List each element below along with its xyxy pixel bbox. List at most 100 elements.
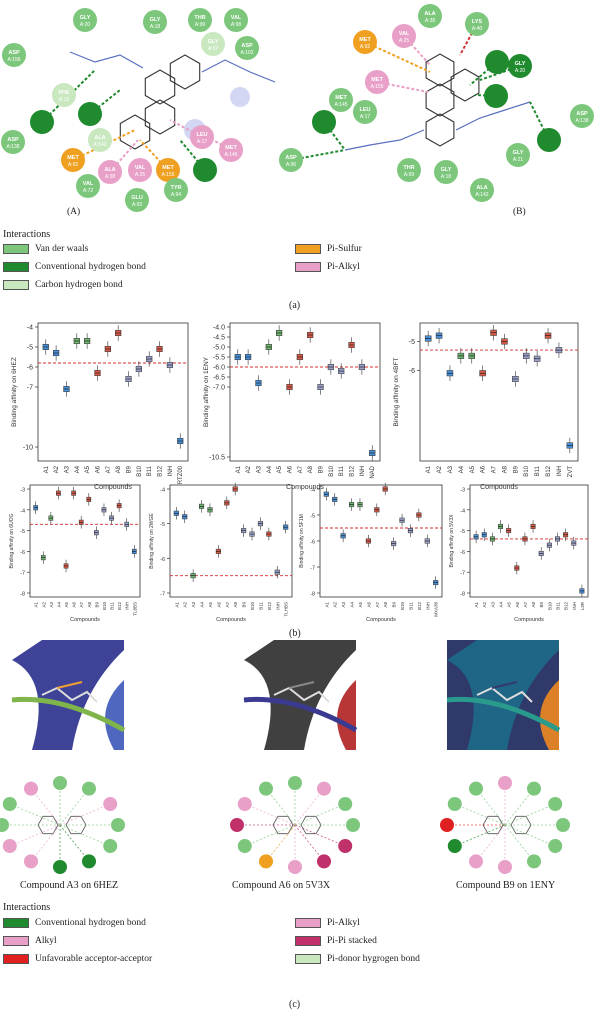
legend-c: Conventional hydrogen bond Alkyl Unfavor… (3, 918, 593, 974)
complex-3d-view-3 (446, 640, 561, 750)
legend-item-vdw: Van der waals (3, 244, 88, 254)
x-tick-label: A6 (366, 602, 371, 608)
x-tick-label: A4 (350, 602, 355, 608)
boxplot-4BFT: -5 -6 Binding affinity on 4BFT A1 A2 A3 A4 A5 A6… (393, 322, 579, 491)
map-interaction (294, 803, 346, 826)
ligand-bond (56, 681, 83, 689)
y-tick-label: -5.5 (213, 355, 225, 362)
ligand-chain (69, 51, 144, 69)
ligand-stick (41, 686, 98, 703)
ligand-ring (144, 69, 176, 105)
legend-item-pi-pi: Pi-Pi stacked (295, 936, 377, 946)
x-tick-label: INH (572, 602, 577, 610)
map-interaction (294, 824, 346, 847)
legend-item-hbond-c: Conventional hydrogen bond (3, 918, 146, 928)
residue-id: A:25 (135, 172, 146, 178)
residue-disc (78, 102, 102, 126)
map-residue (237, 839, 252, 853)
y-tick-label: -6 (460, 550, 465, 556)
x-tick-label: A5 (507, 602, 512, 608)
x-tick-label: RTZ00 (178, 465, 184, 484)
x-tick-label: A1 (426, 465, 432, 473)
residue-disc (143, 10, 167, 34)
x-tick-label: B9 (127, 465, 133, 473)
protein-ribbon (337, 680, 356, 750)
complex-views (0, 640, 570, 874)
x-tick-label: B11 (535, 465, 541, 476)
map-residue (103, 839, 118, 853)
residue-name: MET (371, 77, 383, 83)
left-residue (30, 110, 54, 134)
residue-name: ALA (476, 185, 487, 191)
y-tick-label: -6 (160, 557, 165, 563)
x-tick-label: A6 (287, 465, 293, 473)
x-tick-label: A2 (54, 465, 60, 473)
residue-disc (485, 50, 509, 74)
x-tick-label: A8 (116, 465, 122, 473)
residue-disc (128, 158, 152, 182)
residue-disc (353, 30, 377, 54)
x-axis-label: Compounds (216, 617, 246, 623)
residue-disc (353, 100, 377, 124)
map-interaction (454, 824, 506, 847)
x-tick-label: INH (168, 466, 174, 476)
map-residue (338, 797, 353, 811)
x-tick-label: TL8BS (132, 602, 137, 616)
x-tick-label: B10 (137, 465, 143, 476)
x-tick-label: B12 (117, 602, 122, 611)
ligand-stick (273, 686, 330, 703)
x-tick-label: A6 (515, 602, 520, 608)
residue-disc (570, 104, 594, 128)
residue-name: THR (403, 165, 414, 171)
x-tick-label: B9 (242, 602, 247, 608)
residue-disc (188, 8, 212, 32)
residue-name: GLY (515, 61, 526, 67)
x-tick-label: A7 (492, 465, 498, 473)
residue-disc (465, 12, 489, 36)
x-tick-label: A4 (267, 465, 273, 473)
y-tick-label: -5 (409, 339, 415, 346)
residue-name: GLU (131, 195, 143, 201)
residue-id: A:155 (370, 84, 383, 90)
x-tick-label: A5 (358, 602, 363, 608)
x-tick-label: B12 (417, 602, 422, 611)
x-tick-label: B12 (546, 465, 552, 476)
map-residue (288, 860, 302, 874)
residue-name: MET (162, 165, 174, 171)
y-tick-label: -7 (310, 566, 315, 572)
ligand-ring (425, 83, 455, 117)
map-interaction (504, 824, 556, 847)
x-tick-label: B9 (319, 465, 325, 473)
complex-3d-view-2 (243, 640, 358, 750)
map-residue (53, 860, 67, 874)
residue-disc (224, 8, 248, 32)
map-residue (237, 797, 252, 811)
residue-disc (470, 178, 494, 202)
residue-disc (397, 158, 421, 182)
boxplot-1ENY: -4.0 -4.5 -5.0 -5.5 -6.0 -6.5 -7.0 -10.5 Binding… (203, 322, 381, 491)
map-residue (288, 776, 302, 790)
legend-item-hbond: Conventional hydrogen bond (3, 262, 146, 272)
residue-name: LEU (197, 132, 208, 138)
map-residue (469, 854, 483, 869)
residue-id: A:38 (425, 18, 436, 24)
map-residue (498, 860, 512, 874)
residue-name: ASP (285, 155, 297, 161)
y-tick-label: -4.5 (213, 335, 225, 342)
x-axis-label: Compounds (366, 617, 396, 623)
map-residue (548, 839, 563, 853)
x-tick-label: A6 (216, 602, 221, 608)
residue-name: VAL (399, 31, 410, 37)
x-tick-label: A2 (183, 602, 188, 608)
y-tick-label: -7 (160, 592, 165, 598)
x-tick-label: A2 (333, 602, 338, 608)
x-tick-label: ZVT (568, 466, 574, 478)
map-residue (82, 854, 96, 869)
x-tick-label: A8 (87, 602, 92, 608)
x-tick-label: B12 (158, 465, 164, 476)
